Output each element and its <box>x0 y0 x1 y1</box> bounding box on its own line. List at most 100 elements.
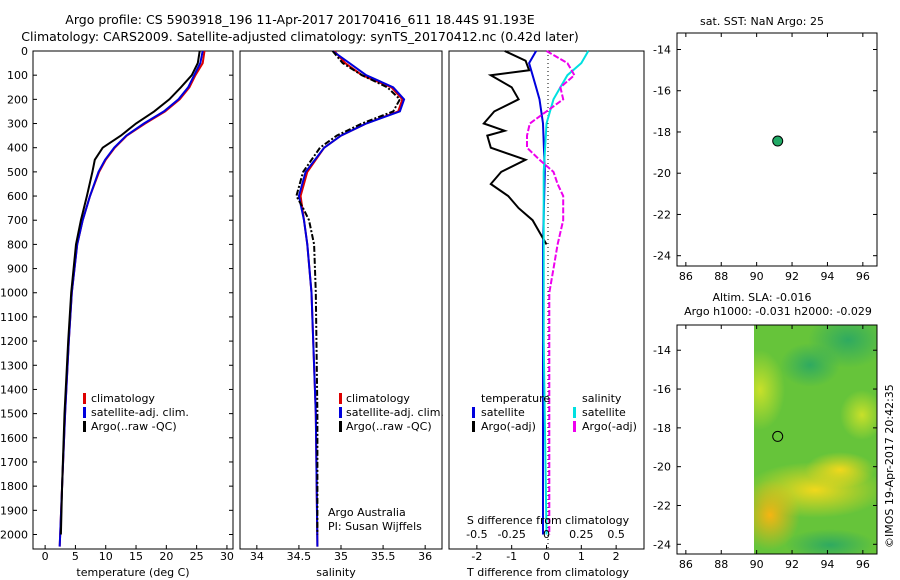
map-lon-tick-label: 86 <box>679 558 693 571</box>
salinity-panel: 34 34.5 35 35.5 36 climatology satellite-adj… <box>239 50 444 579</box>
depth-tick-label: 1100 <box>0 311 28 324</box>
sla-low-patch <box>785 529 875 554</box>
series-line-temperature-argo-adj- <box>482 50 548 245</box>
salinity-legend: climatology satellite-adj. clim. Argo(..… <box>339 392 444 433</box>
depth-tick-label: 1300 <box>0 359 28 372</box>
temperature-axes-frame <box>32 50 234 550</box>
temperature-tick-label: 5 <box>72 550 79 563</box>
temperature-legend: climatology satellite-adj. clim. Argo(..… <box>83 392 189 433</box>
map-lon-tick-label: 88 <box>714 558 728 571</box>
legend-swatch-s-satellite <box>573 407 576 418</box>
sla-highest-patch <box>754 480 800 550</box>
difference-panel: -2 -1 0 1 2 temperature satellite Argo(-adj)… <box>448 50 645 579</box>
series-line-argo-raw-qc- <box>295 50 402 535</box>
salinity-tick-label: 35 <box>334 550 348 563</box>
depth-tick-label: 300 <box>7 118 28 131</box>
legend-swatch-climatology <box>83 393 86 404</box>
sst-map-title: sat. SST: NaN Argo: 25 <box>700 15 824 28</box>
depth-tick-label: 900 <box>7 263 28 276</box>
salinity-axes-frame <box>239 50 443 550</box>
temperature-series <box>58 50 206 547</box>
t-difference-tick-label: -2 <box>471 550 482 563</box>
depth-tick-label: 1600 <box>0 432 28 445</box>
map-lat-tick-label: -22 <box>653 499 671 512</box>
map-lon-tick-label: 96 <box>856 558 870 571</box>
s-difference-tick-label: 0.5 <box>607 528 625 541</box>
temperature-tick-label: 15 <box>129 550 143 563</box>
s-difference-tick-label: 0 <box>543 528 550 541</box>
legend-title-salinity: salinity <box>582 392 622 405</box>
sla-map-border <box>676 324 878 555</box>
depth-tick-label: 1000 <box>0 287 28 300</box>
sla-float-location-marker <box>772 430 784 442</box>
legend-label-satellite-adj: satellite-adj. clim. <box>91 406 189 419</box>
legend-title-temperature: temperature <box>481 392 550 405</box>
depth-tick-label: 1200 <box>0 335 28 348</box>
legend-swatch-t-satellite <box>472 407 475 418</box>
map-lat-tick-label: -20 <box>653 167 671 180</box>
depth-tick-label: 1900 <box>0 504 28 517</box>
legend-label-climatology: climatology <box>91 392 155 405</box>
depth-tick-label: 700 <box>7 214 28 227</box>
imos-credit: ©IMOS 19-Apr-2017 20:42:35 <box>883 384 896 548</box>
map-lat-tick-label: -14 <box>653 344 671 357</box>
salinity-series <box>295 50 406 547</box>
legend-swatch-s-argo <box>573 421 576 432</box>
map-lat-tick-label: -20 <box>653 461 671 474</box>
difference-legend: temperature satellite Argo(-adj) salinit… <box>472 392 637 433</box>
t-difference-tick-label: -1 <box>506 550 517 563</box>
legend-label-argo: Argo(..raw -QC) <box>91 420 177 433</box>
salinity-xlabel: salinity <box>316 566 356 579</box>
salinity-x-axis: 34 34.5 35 35.5 36 <box>250 545 432 563</box>
s-difference-tick-label: 0.25 <box>569 528 594 541</box>
t-difference-tick-label: 0 <box>543 550 550 563</box>
legend-label-satellite-adj: satellite-adj. clim. <box>346 406 444 419</box>
depth-tick-label: 1700 <box>0 456 28 469</box>
temperature-tick-label: 25 <box>190 550 204 563</box>
sla-low-patch <box>780 343 840 387</box>
depth-tick-label: 100 <box>7 69 28 82</box>
temperature-tick-label: 0 <box>42 550 49 563</box>
temperature-panel: 0100200300400500600700800900100011001200… <box>0 45 644 579</box>
sla-map-title-line1: Altim. SLA: -0.016 <box>712 291 811 304</box>
legend-swatch-argo <box>83 421 86 432</box>
t-difference-xlabel: T difference from climatology <box>466 566 629 579</box>
t-difference-tick-label: 2 <box>613 550 620 563</box>
sst-float-location-marker <box>772 135 784 147</box>
difference-series <box>482 50 590 535</box>
sst-map-axes: -14 -16 -18 -20 -22 -24 86 88 90 92 94 96 <box>653 33 877 283</box>
sla-map-panel: Altim. SLA: -0.016 Argo h1000: -0.031 h2… <box>653 291 878 571</box>
sla-high-patch <box>805 452 875 488</box>
sst-map-panel: sat. SST: NaN Argo: 25 -14 -16 -18 -20 -22 -2… <box>653 15 878 283</box>
legend-swatch-argo <box>339 421 342 432</box>
sla-mid-patch <box>840 390 877 440</box>
sla-map-title-line2: Argo h1000: -0.031 h2000: -0.029 <box>684 305 872 318</box>
series-line-argo-raw-qc- <box>59 50 201 535</box>
map-lat-tick-label: -18 <box>653 422 671 435</box>
depth-tick-label: 400 <box>7 142 28 155</box>
map-lon-tick-label: 90 <box>750 270 764 283</box>
salinity-tick-label: 34.5 <box>287 550 312 563</box>
map-lon-tick-label: 88 <box>714 270 728 283</box>
s-difference-label: S difference from climatology <box>467 514 630 527</box>
map-lat-tick-label: -24 <box>653 250 671 263</box>
legend-swatch-satellite-adj <box>83 407 86 418</box>
map-lon-tick-label: 86 <box>679 270 693 283</box>
salinity-note-pi: PI: Susan Wijffels <box>328 520 422 533</box>
map-lon-tick-label: 96 <box>856 270 870 283</box>
legend-label-argo: Argo(..raw -QC) <box>346 420 432 433</box>
salinity-note-argo-australia: Argo Australia <box>328 506 406 519</box>
map-lat-tick-label: -18 <box>653 126 671 139</box>
depth-tick-label: 2000 <box>0 528 28 541</box>
series-line-salinity-argo-adj- <box>526 50 576 535</box>
map-lon-tick-label: 90 <box>750 558 764 571</box>
depth-tick-label: 500 <box>7 166 28 179</box>
depth-tick-label: 1400 <box>0 383 28 396</box>
t-difference-tick-label: 1 <box>578 550 585 563</box>
legend-label-t-satellite: satellite <box>481 406 525 419</box>
legend-label-s-argo: Argo(-adj) <box>582 420 637 433</box>
depth-tick-label: 600 <box>7 190 28 203</box>
sst-map-frame <box>676 32 878 267</box>
legend-label-climatology: climatology <box>346 392 410 405</box>
